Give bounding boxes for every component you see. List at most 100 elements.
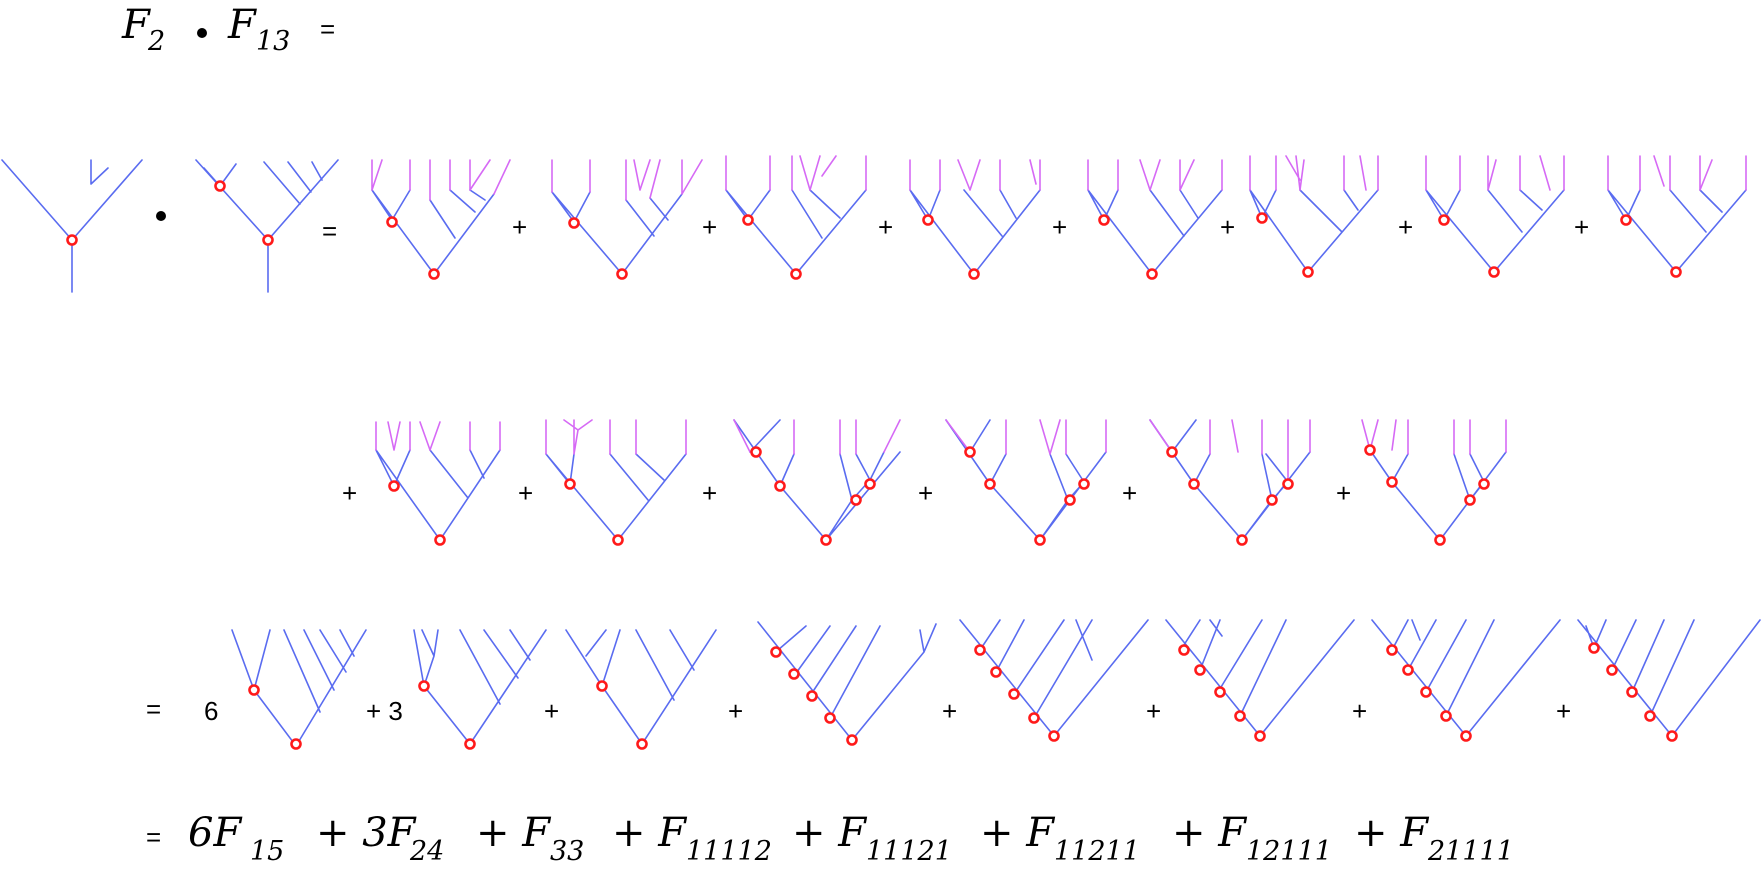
result-term-5-sub: 11211 [1054,836,1140,867]
tree-node [66,234,78,246]
row1-plus-2: + [702,212,717,242]
tree-node [1488,266,1500,278]
tree-node [806,690,818,702]
header-f2: F [227,2,257,48]
row3-plus-2: + [728,696,743,726]
tree-result-f15 [231,629,367,750]
tree-node [788,668,800,680]
tree-node [1254,730,1266,742]
row2-plus-3: + [702,478,717,508]
tree-node [1178,644,1190,656]
tree-node [1256,212,1268,224]
tree-node [864,478,876,490]
result-term-1: + 3F [316,810,417,856]
row3-plus-1: + [544,696,559,726]
result-term-0-sub: 15 [250,836,284,867]
tree-product-13 [1149,419,1311,546]
tree-node [1266,494,1278,506]
tree-node [636,738,648,750]
result-term-2: + F [476,810,551,856]
tree-node [1626,686,1638,698]
result-term-2-sub: 33 [550,836,584,867]
tree-result-f24 [413,629,547,750]
tree-result-f11121 [959,619,1149,742]
header-product-dot [197,28,207,38]
tree-node [1034,534,1046,546]
tree-node [922,214,934,226]
tree-node [1078,478,1090,490]
tree-node [984,478,996,490]
result-equals: = [146,822,161,852]
tree-node [1420,686,1432,698]
tree-node [568,217,580,229]
row1-plus-4: + [1052,212,1067,242]
row2-plus-2: + [518,478,533,508]
tree-node [248,684,260,696]
row3-plus-6: + [1556,696,1571,726]
tree-node [386,216,398,228]
result-term-4: + F [792,810,867,856]
result-term-4-sub: 11121 [866,836,952,867]
tree-result-f11211 [1165,619,1355,742]
tree-node [820,534,832,546]
result-term-3-sub: 11112 [686,836,772,867]
tree-result-f12111 [1371,619,1561,742]
row3-plus-3: + [942,696,957,726]
tree-node [1644,710,1656,722]
tree-node [1588,642,1600,654]
tree-node [1438,214,1450,226]
tree-node [564,478,576,490]
tree-product-5 [1087,159,1223,280]
tree-product-1 [371,159,511,280]
tree-node [1440,710,1452,722]
result-term-0: 6F [188,810,242,856]
tree-node [1188,478,1200,490]
tree-node [846,734,858,746]
row2-plus-1: + [342,478,357,508]
tree-product-14 [1361,419,1507,546]
tree-node [434,534,446,546]
tree-node [1282,478,1294,490]
row3-coef-6: 6 [204,696,218,726]
tree-node [990,666,1002,678]
tree-product-12 [945,419,1107,546]
row-3: = 6 + 3 + + + [146,619,1761,750]
tree-node [1670,266,1682,278]
tree-node [1666,730,1678,742]
tree-node [1464,494,1476,506]
tree-node [1478,478,1490,490]
header-f1: F [121,2,151,48]
row3-plus-5: + [1352,696,1367,726]
result-term-1-sub: 24 [409,836,444,867]
result-term-5: + F [980,810,1055,856]
row1-plus-1: + [512,212,527,242]
header-equation: F 2 F 13 = [121,2,335,57]
header-f2-sub: 13 [256,26,290,57]
tree-input-f13 [195,159,339,293]
tree-node [290,738,302,750]
result-term-6-sub: 12111 [1246,836,1332,867]
tree-node [1434,534,1446,546]
tree-product-9 [375,421,501,546]
tree-node [1234,710,1246,722]
tree-node [1236,534,1248,546]
result-term-7: + F [1354,810,1429,856]
tree-node [1028,712,1040,724]
tree-node [790,268,802,280]
row1-plus-5: + [1220,212,1235,242]
tree-node [770,646,782,658]
tree-node [1146,268,1158,280]
result-equation: = 6F 15 + 3F 24 + F 33 + F 11112 + F 111… [146,810,1514,867]
tree-node [612,534,624,546]
tree-node [968,268,980,280]
tree-node [1064,494,1076,506]
header-equals: = [320,14,335,44]
tree-product-10 [545,419,687,546]
row2-plus-5: + [1122,478,1137,508]
tree-input-f2 [1,159,143,293]
result-term-7-sub: 21111 [1427,836,1514,867]
tree-node [750,446,762,458]
tree-node [616,268,628,280]
tree-node [974,644,986,656]
